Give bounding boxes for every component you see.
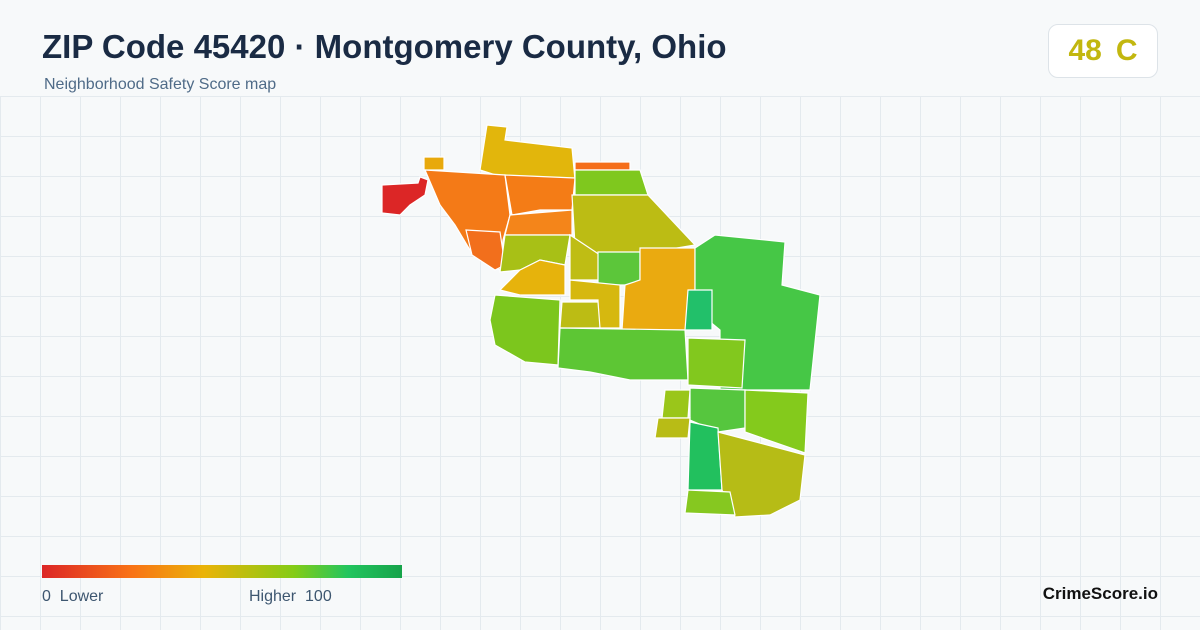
area [465, 229, 506, 271]
subtitle: Neighborhood Safety Score map [44, 76, 277, 93]
area [504, 174, 576, 216]
area [689, 387, 746, 433]
legend-gradient [42, 565, 402, 578]
legend-min-label: Lower [59, 588, 104, 605]
legend-max-value: 100 [305, 588, 332, 605]
score-value: 48 [1068, 34, 1102, 67]
area [489, 294, 561, 366]
area [661, 389, 691, 419]
area [571, 194, 697, 256]
area [423, 156, 445, 171]
area [717, 431, 806, 518]
area [684, 289, 713, 331]
score-badge: 48 C [1048, 24, 1158, 78]
area [744, 389, 809, 454]
area [504, 209, 573, 236]
area [498, 259, 566, 296]
area [597, 251, 641, 286]
area [687, 337, 746, 389]
area [479, 124, 576, 181]
area [654, 417, 691, 439]
area [557, 327, 689, 381]
area [574, 169, 649, 196]
area [684, 489, 736, 516]
area [559, 301, 601, 329]
header: ZIP Code 45420 · Montgomery County, Ohio… [0, 0, 1200, 96]
title: ZIP Code 45420 · Montgomery County, Ohio [42, 28, 727, 65]
brand: CrimeScore.io [1042, 584, 1158, 603]
legend-min: 0 Lower [42, 588, 103, 606]
score-grade: C [1115, 34, 1138, 67]
legend-min-value: 0 [42, 588, 51, 605]
area [574, 161, 631, 171]
area [381, 176, 429, 216]
area [687, 421, 723, 491]
legend-max-label: Higher [249, 588, 297, 605]
legend-max: Higher 100 [249, 588, 332, 606]
